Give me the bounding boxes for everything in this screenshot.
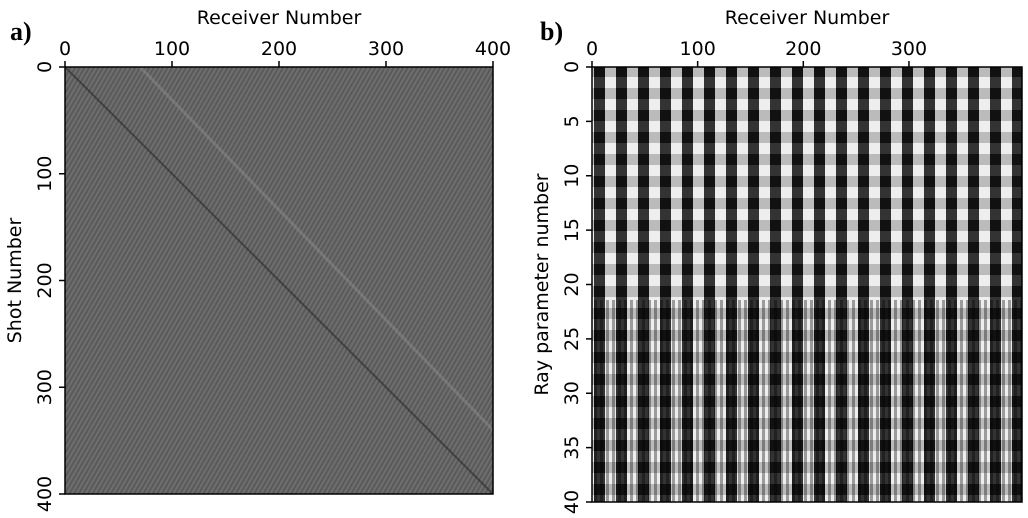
y-tick-label: 25: [561, 327, 583, 351]
y-tick-label: 300: [34, 369, 56, 405]
y-tick-label: 0: [34, 61, 56, 73]
x-axis-label: Receiver Number: [197, 7, 362, 29]
y-tick-label: 35: [561, 436, 583, 460]
y-tick-label: 15: [561, 218, 583, 242]
y-tick-label: 5: [561, 115, 583, 127]
x-tick-label: 0: [59, 38, 71, 60]
y-axis-label: Shot Number: [4, 218, 26, 344]
image-texture: [64, 66, 494, 495]
panel-label: b): [540, 17, 563, 46]
y-tick-label: 30: [561, 381, 583, 405]
panel-label: a): [10, 17, 32, 46]
x-tick-label: 400: [475, 38, 511, 60]
x-tick-label: 300: [891, 38, 927, 60]
x-tick-label: 100: [154, 38, 190, 60]
x-axis-label: Receiver Number: [725, 7, 890, 29]
y-tick-label: 20: [561, 272, 583, 296]
y-tick-label: 200: [34, 262, 56, 298]
x-tick-label: 200: [785, 38, 821, 60]
y-tick-label: 10: [561, 164, 583, 188]
x-tick-label: 0: [586, 38, 598, 60]
y-axis-label: Ray parameter number: [531, 173, 553, 395]
x-tick-label: 300: [368, 38, 404, 60]
y-tick-label: 0: [561, 61, 583, 73]
x-tick-label: 200: [261, 38, 297, 60]
image-texture: [592, 300, 1022, 502]
image-texture: [138, 65, 495, 432]
y-tick-label: 40: [561, 490, 583, 514]
y-tick-label: 100: [34, 156, 56, 192]
y-tick-label: 400: [34, 476, 56, 512]
x-tick-label: 100: [680, 38, 716, 60]
